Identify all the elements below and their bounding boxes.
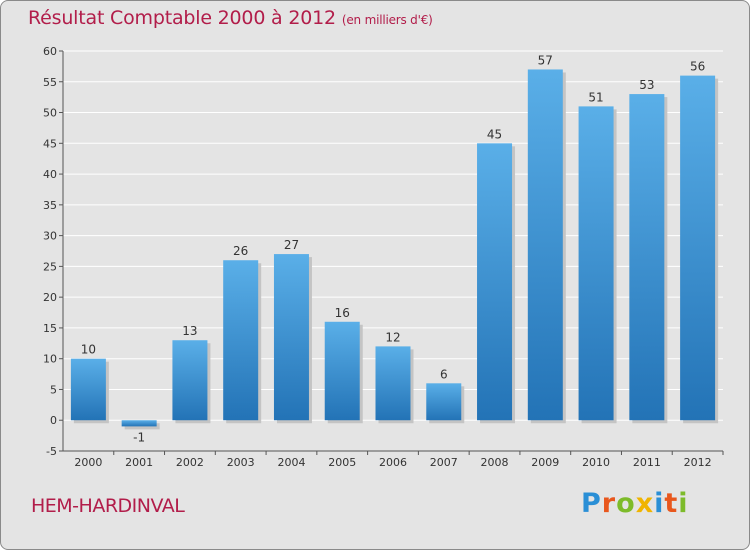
y-tick-label: 60: [43, 45, 57, 58]
bar-2012: [680, 75, 716, 421]
y-tick-label: 25: [43, 260, 57, 273]
bar-2009: [527, 69, 563, 421]
logo-letter: i: [678, 488, 689, 519]
data-label-2011: 53: [639, 78, 654, 92]
x-tick-label-2000: 2000: [74, 456, 102, 469]
x-tick-labels: 2000 2001 2002 2003 2004 2005 2006 2007 2008 2009…: [74, 451, 724, 469]
logo-letter: o: [616, 488, 636, 519]
proxiti-logo[interactable]: Proxiti: [581, 488, 689, 519]
y-tick-label: 0: [50, 414, 57, 427]
y-tick-label: 35: [43, 199, 57, 212]
data-label-2005: 16: [335, 306, 350, 320]
data-label-2009: 57: [538, 53, 553, 67]
data-label-2007: 6: [440, 367, 448, 381]
y-tick-label: 30: [43, 230, 57, 243]
x-tick-label-2011: 2011: [633, 456, 661, 469]
axes: [62, 51, 723, 452]
bar-2002: [172, 340, 208, 421]
y-tick-label: 55: [43, 76, 57, 89]
x-tick-label-2012: 2012: [684, 456, 712, 469]
x-tick-label-2004: 2004: [277, 456, 305, 469]
commune-name: HEM-HARDINVAL: [31, 495, 185, 517]
chart-title-text: Résultat Comptable 2000 à 2012: [28, 7, 336, 29]
x-tick-label-2010: 2010: [582, 456, 610, 469]
bar-2006: [375, 346, 411, 421]
y-tick-label: 5: [50, 383, 57, 396]
x-tick-label-2008: 2008: [481, 456, 509, 469]
x-tick-label-2001: 2001: [125, 456, 153, 469]
x-tick-label-2003: 2003: [227, 456, 255, 469]
data-label-2010: 51: [588, 90, 603, 104]
x-tick-label-2005: 2005: [328, 456, 356, 469]
bar-2004: [273, 254, 309, 421]
y-tick-label: 50: [43, 107, 57, 120]
bars: [70, 69, 719, 430]
logo-letter: t: [664, 488, 679, 519]
data-label-2002: 13: [182, 324, 197, 338]
data-label-2001: -1: [133, 430, 145, 444]
bar-2000: [70, 358, 106, 421]
data-label-2012: 56: [690, 60, 705, 74]
y-tick-label: 45: [43, 137, 57, 150]
x-tick-label-2007: 2007: [430, 456, 458, 469]
data-labels: 10 -1 13 26 27 16 12 6 45 57 51 53 56: [81, 53, 706, 444]
logo-letter: P: [581, 488, 602, 519]
chart-subtitle: (en milliers d'€): [341, 13, 433, 27]
y-tick-label: 15: [43, 322, 57, 335]
bar-2003: [223, 260, 259, 421]
y-tick-label: 20: [43, 291, 57, 304]
bar-2001: [121, 420, 157, 427]
x-tick-label-2002: 2002: [176, 456, 204, 469]
y-tick-label: 10: [43, 353, 57, 366]
y-tick-label: -5: [46, 445, 57, 458]
y-tick-labels: -5 0 5 10 15 20 25 30 35 40 45 50 55 60: [43, 45, 57, 458]
data-label-2008: 45: [487, 127, 502, 141]
bar-2010: [578, 106, 614, 421]
bar-2011: [629, 94, 665, 421]
data-label-2006: 12: [385, 330, 400, 344]
logo-letter: i: [654, 488, 665, 519]
chart-title: Résultat Comptable 2000 à 2012 (en millie…: [28, 7, 433, 29]
data-label-2000: 10: [81, 343, 96, 357]
bar-2005: [324, 321, 360, 421]
bar-2007: [426, 383, 462, 421]
logo-letter: x: [635, 488, 655, 519]
y-tick-label: 40: [43, 168, 57, 181]
logo-letter: r: [601, 488, 617, 519]
x-tick-label-2006: 2006: [379, 456, 407, 469]
data-label-2004: 27: [284, 238, 299, 252]
bar-2008: [477, 143, 513, 421]
x-tick-label-2009: 2009: [531, 456, 559, 469]
data-label-2003: 26: [233, 244, 248, 258]
